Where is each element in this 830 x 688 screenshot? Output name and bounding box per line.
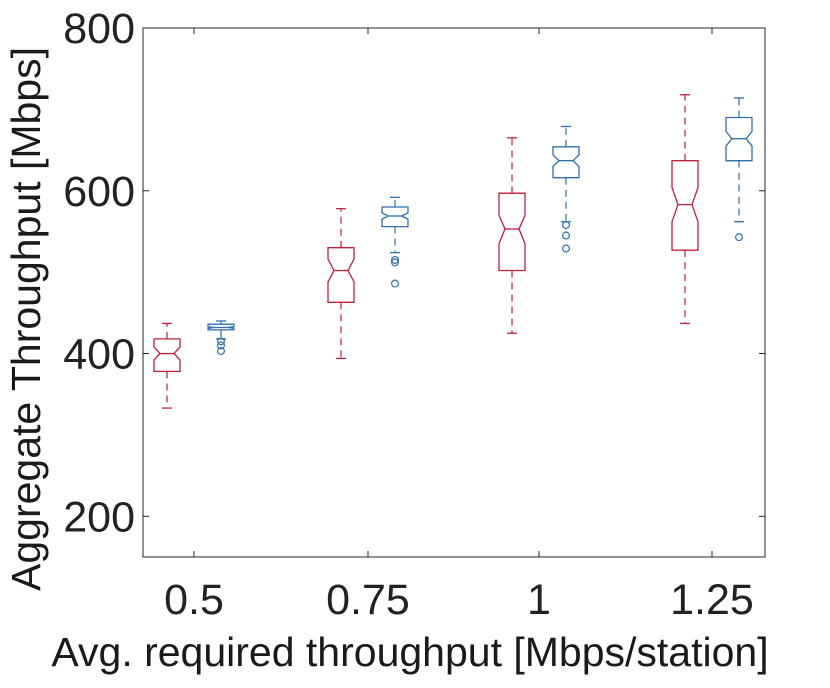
boxes	[153, 94, 753, 409]
outlier-point	[391, 258, 400, 267]
box-blue-1	[552, 125, 580, 253]
outlier-point	[561, 244, 570, 253]
y-tick-label: 600	[63, 168, 135, 216]
box-body	[552, 146, 580, 179]
outlier-point	[217, 341, 226, 350]
y-tick-label: 400	[63, 331, 135, 379]
outlier-point	[217, 347, 226, 356]
outlier-point	[561, 220, 570, 229]
box-body	[498, 192, 526, 272]
outlier-point	[217, 337, 226, 346]
box-blue-1.25	[725, 97, 753, 242]
outlier-point	[391, 279, 400, 288]
x-tick-label: 1.25	[670, 576, 754, 624]
outlier-point	[561, 231, 570, 240]
x-axis: 0.5 0.75 1 1.25	[164, 28, 754, 624]
y-axis-label: Aggregate Throughput [Mbps]	[3, 47, 49, 591]
x-tick-label: 0.5	[164, 576, 224, 624]
y-tick-label: 800	[63, 5, 135, 53]
box-blue-0.5	[207, 320, 235, 356]
y-axis: 200 400 600 800	[63, 5, 765, 541]
x-tick-label: 0.75	[326, 576, 410, 624]
outlier-point	[391, 255, 400, 264]
y-tick-label: 200	[63, 493, 135, 541]
box-red-1	[498, 137, 526, 334]
box-body	[381, 206, 409, 228]
x-axis-label: Avg. required throughput [Mbps/station]	[51, 629, 768, 675]
box-body	[671, 160, 699, 251]
box-red-1.25	[671, 94, 699, 325]
plot-area	[142, 27, 766, 558]
outlier-point	[734, 233, 743, 242]
box-red-0.5	[153, 322, 181, 409]
box-blue-0.75	[381, 196, 409, 288]
x-tick-label: 1	[527, 576, 551, 624]
box-red-0.75	[327, 208, 355, 360]
box-body	[153, 338, 181, 373]
box-body	[327, 247, 355, 303]
